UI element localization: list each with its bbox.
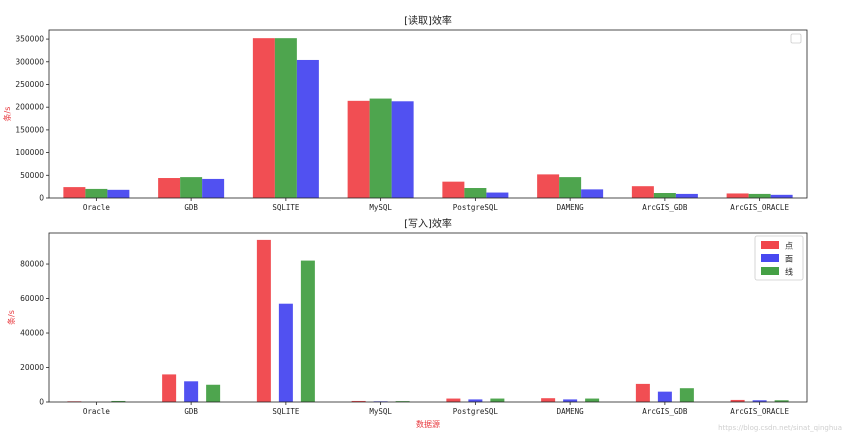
bar-dameng-s2	[563, 399, 578, 402]
x-tick-label: DAMENG	[557, 407, 585, 416]
bar-sqlite-s3	[296, 59, 319, 199]
bar-gdb-s3	[202, 178, 225, 198]
bar-arcgis-gdb-s3	[675, 193, 698, 198]
x-axis-label: 数据源	[416, 419, 440, 429]
watermark-text: https://blog.csdn.net/sinat_qinghua	[718, 424, 842, 432]
x-tick-label: ArcGIS_GDB	[642, 407, 688, 416]
y-tick-label: 350000	[15, 35, 44, 44]
bar-postgresql-s1	[446, 398, 461, 402]
legend-swatch	[761, 241, 779, 249]
bar-sqlite-s3	[300, 260, 315, 402]
bar-postgresql-s1	[442, 181, 465, 198]
legend-label: 线	[785, 267, 793, 277]
bar-oracle-s1	[63, 187, 86, 198]
y-tick-label: 200000	[15, 103, 44, 112]
x-tick-label: MySQL	[369, 203, 392, 212]
bar-arcgis-oracle-s1	[730, 399, 745, 402]
y-tick-label: 50000	[20, 171, 44, 180]
legend-swatch	[761, 267, 779, 275]
read-efficiency-chart: [读取]效率 0 50000 100000 150000 200000 250000 3000…	[2, 14, 808, 212]
x-tick-label: PostgreSQL	[453, 203, 499, 212]
bar-dameng-s3	[581, 189, 604, 198]
bar-dameng-s3	[585, 398, 600, 402]
legend-label: 点	[785, 242, 793, 251]
y-tick-label: 150000	[15, 125, 44, 134]
x-tick-label: SQLITE	[272, 407, 300, 416]
x-tick-label: DAMENG	[557, 203, 585, 212]
bar-arcgis-gdb-s1	[631, 186, 654, 198]
y-axis-label: 条/s	[6, 310, 16, 325]
bar-arcgis-gdb-s2	[653, 193, 676, 198]
y-tick-label: 80000	[20, 260, 44, 269]
bar-sqlite-s2	[278, 303, 293, 402]
y-tick-label: 100000	[15, 148, 44, 157]
bar-arcgis-gdb-s1	[635, 383, 650, 402]
bar-arcgis-oracle-s2	[752, 400, 767, 402]
y-tick-label: 20000	[20, 363, 44, 372]
bar-oracle-s3	[107, 189, 130, 198]
bar-gdb-s2	[184, 381, 199, 402]
plot-frame	[48, 29, 808, 199]
bar-gdb-s2	[180, 177, 203, 198]
bar-arcgis-gdb-s3	[679, 388, 694, 402]
bar-gdb-s1	[162, 374, 177, 402]
bar-sqlite-s1	[256, 239, 271, 402]
legend-box	[790, 33, 802, 44]
bar-mysql-s1	[351, 400, 366, 402]
x-tick-label: ArcGIS_ORACLE	[730, 203, 789, 212]
bar-mysql-s3	[391, 101, 414, 198]
bar-oracle-s3	[111, 400, 126, 402]
bar-sqlite-s1	[252, 38, 275, 198]
bar-mysql-s3	[395, 401, 410, 402]
bar-postgresql-s2	[464, 188, 487, 198]
bar-dameng-s2	[559, 177, 582, 198]
bar-postgresql-s2	[468, 399, 483, 402]
bar-arcgis-oracle-s1	[726, 193, 749, 198]
bar-mysql-s2	[369, 98, 392, 198]
x-tick-label: GDB	[184, 407, 198, 416]
x-tick-label: SQLITE	[272, 203, 300, 212]
chart-title: [写入]效率	[404, 217, 452, 230]
x-tick-label: MySQL	[369, 407, 392, 416]
legend-label: 面	[785, 255, 793, 264]
bar-dameng-s1	[537, 174, 560, 198]
y-tick-label: 0	[39, 194, 44, 203]
bar-mysql-s1	[347, 100, 370, 198]
x-tick-label: ArcGIS_ORACLE	[730, 407, 789, 416]
x-tick-label: Oracle	[83, 203, 111, 212]
plot-frame	[48, 232, 808, 403]
bar-oracle-s2	[85, 188, 108, 198]
bar-sqlite-s2	[274, 38, 297, 198]
y-axis-label: 条/s	[2, 107, 12, 122]
y-tick-label: 40000	[20, 329, 44, 338]
y-tick-label: 60000	[20, 294, 44, 303]
legend-swatch	[761, 254, 779, 262]
bar-arcgis-oracle-s2	[748, 193, 771, 198]
x-tick-label: Oracle	[83, 407, 111, 416]
y-tick-label: 250000	[15, 80, 44, 89]
bar-postgresql-s3	[486, 192, 509, 198]
bar-arcgis-gdb-s2	[657, 391, 672, 402]
bar-postgresql-s3	[490, 398, 505, 402]
bar-gdb-s3	[206, 384, 221, 402]
bar-gdb-s1	[158, 178, 181, 198]
chart-title: [读取]效率	[404, 14, 452, 27]
bar-dameng-s1	[541, 398, 556, 402]
x-tick-label: ArcGIS_GDB	[642, 203, 688, 212]
y-tick-label: 0	[39, 398, 44, 407]
x-tick-label: PostgreSQL	[453, 407, 499, 416]
x-tick-label: GDB	[184, 203, 198, 212]
bar-arcgis-oracle-s3	[774, 400, 789, 402]
write-efficiency-chart: [写入]效率 0 20000 40000 60000 80000 Oracle GDB SQLI…	[6, 217, 808, 429]
bar-arcgis-oracle-s3	[770, 194, 793, 198]
y-tick-label: 300000	[15, 57, 44, 66]
